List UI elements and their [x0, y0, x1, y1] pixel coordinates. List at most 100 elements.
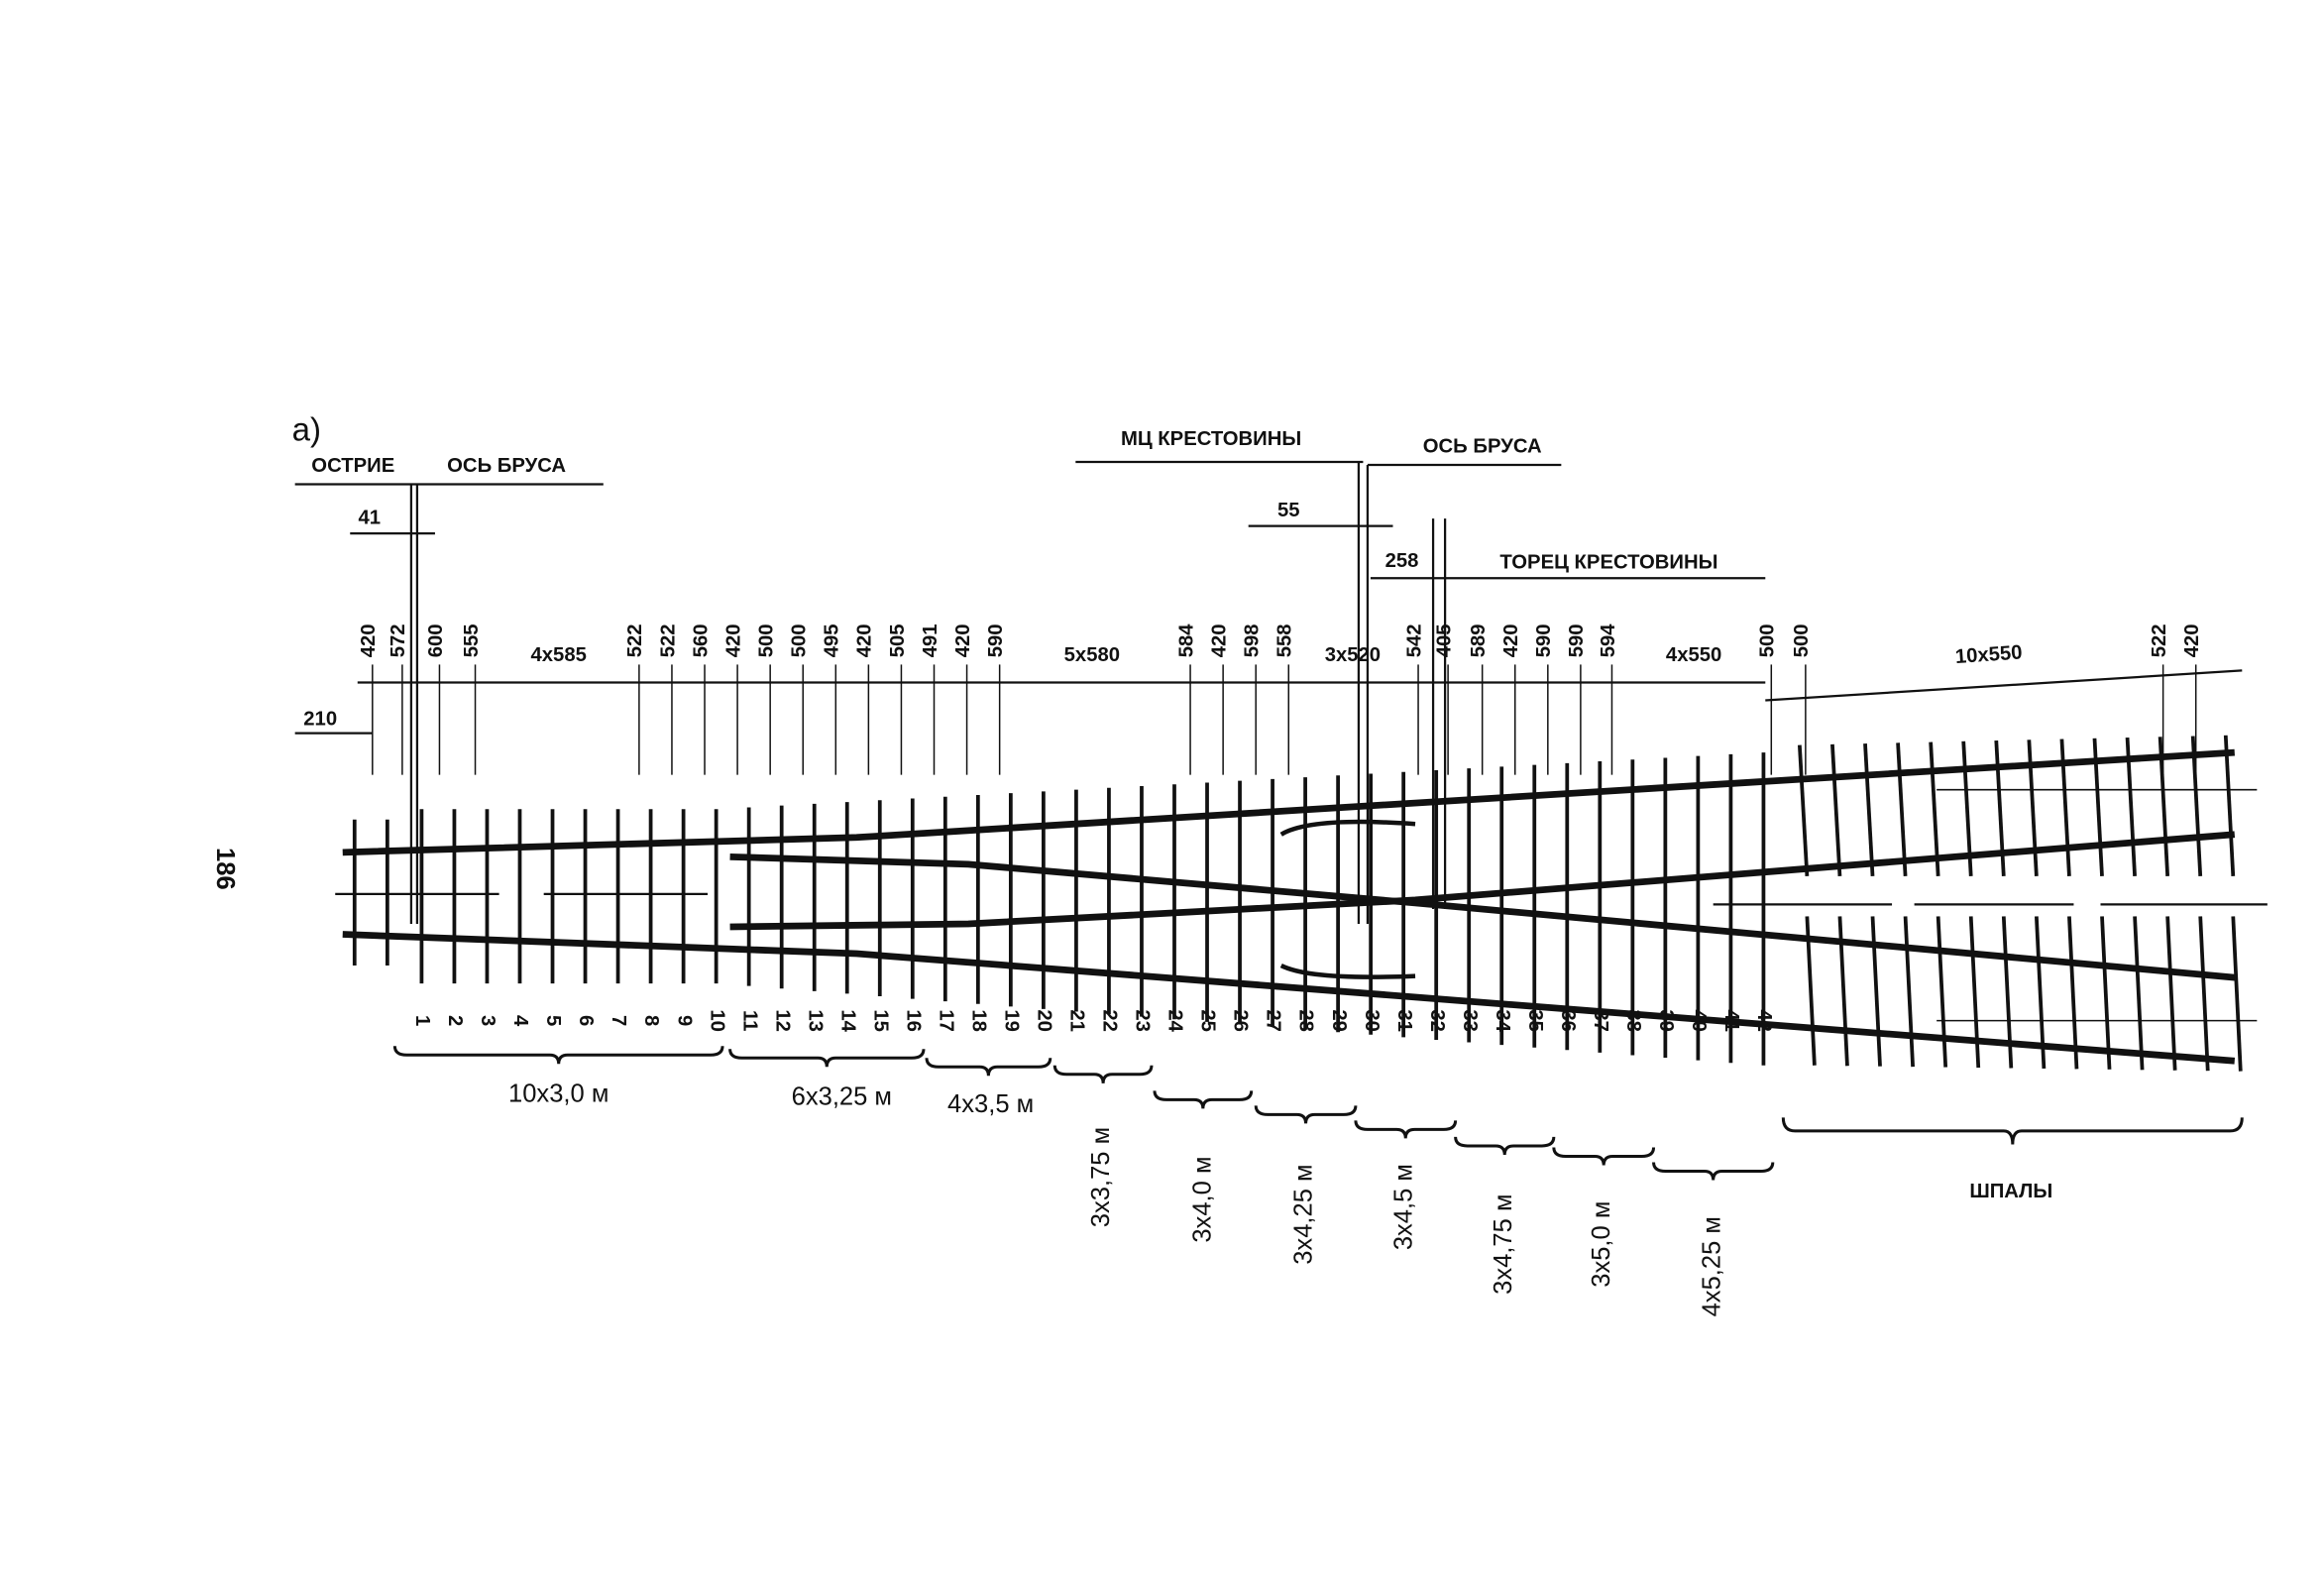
sleeper [2165, 916, 2177, 1071]
tie-number: 6 [575, 1015, 597, 1026]
tie-number: 26 [1230, 1009, 1252, 1032]
tie-group-label: 4х3,5 м [947, 1090, 1034, 1118]
tie-number: 25 [1197, 1009, 1219, 1032]
tie-number: 1 [411, 1015, 433, 1026]
sleeper [1968, 916, 1981, 1069]
tie-number: 28 [1295, 1009, 1317, 1032]
tie-number: 33 [1459, 1009, 1481, 1032]
rails [342, 748, 2236, 1065]
dimension-label: 505 [887, 624, 909, 657]
page-number: 186 [211, 848, 239, 890]
dimension-label: 598 [1242, 624, 1264, 657]
tie-number: 40 [1688, 1009, 1710, 1032]
annotation: ТОРЕЦ КРЕСТОВИНЫ [1499, 552, 1717, 574]
sleeper [1903, 916, 1915, 1068]
dimension-label: 542 [1403, 624, 1425, 657]
brace [392, 1046, 724, 1065]
tie-number: 9 [673, 1015, 695, 1026]
brace [728, 1049, 926, 1068]
tie-number: 17 [935, 1009, 956, 1032]
rail [342, 931, 2236, 1065]
dimension-label: 500 [1757, 624, 1779, 657]
sleeper [1870, 916, 1882, 1067]
tie-group-label: 3х4,0 м [1188, 1156, 1216, 1242]
tie-number: 27 [1263, 1009, 1284, 1032]
rail [729, 831, 2236, 931]
tie-number: 7 [608, 1015, 629, 1026]
sleeper [2223, 735, 2236, 876]
sleeper [1929, 741, 1940, 876]
dimension-label: 558 [1274, 624, 1296, 657]
annotation: ОСЬ БРУСА [1423, 435, 1542, 457]
tie-number: 30 [1361, 1009, 1383, 1032]
annotation: ОСЬ БРУСА [447, 455, 566, 477]
tie-number: 37 [1590, 1009, 1611, 1032]
sleeper [2100, 916, 2112, 1070]
tie-number: 23 [1132, 1009, 1154, 1032]
offset-label: 258 [1385, 550, 1419, 572]
dimension-label: 405 [1433, 624, 1455, 657]
dimension-label: 555 [461, 624, 483, 657]
dimension-label: 500 [756, 624, 778, 657]
sleeper [2198, 916, 2210, 1072]
sleeper [1936, 916, 1948, 1068]
dimension-label: 3х520 [1325, 644, 1381, 666]
dimension-label: 522 [657, 624, 679, 657]
sleeper [2231, 916, 2243, 1072]
dimension-label: 420 [854, 624, 876, 657]
brace [1552, 1147, 1656, 1166]
dimension-label: 522 [624, 624, 646, 657]
tie-number: 13 [804, 1009, 826, 1032]
tie-group-label: 6х3,25 м [792, 1083, 892, 1111]
dimension-label: 589 [1468, 624, 1490, 657]
offset-label: 41 [359, 507, 382, 528]
tie-number: 15 [869, 1009, 891, 1032]
sleeper [2027, 739, 2039, 876]
tie-group-label: 3х4,75 м [1490, 1194, 1517, 1294]
tie-number: 24 [1164, 1009, 1186, 1032]
tie-number: 31 [1393, 1009, 1415, 1032]
tie-number: 39 [1655, 1009, 1677, 1032]
brace [925, 1058, 1052, 1077]
tie-number: 41 [1720, 1009, 1742, 1032]
tie-number: 3 [477, 1015, 498, 1026]
dimension-label: 584 [1175, 624, 1197, 658]
brace [1153, 1090, 1254, 1109]
guard-rail [1279, 964, 1416, 979]
rail [342, 748, 2235, 856]
tie-number: 5 [542, 1015, 564, 1026]
dimension-label: 420 [358, 624, 380, 657]
tie-number: 8 [640, 1015, 662, 1026]
tie-group-label: 4х5,25 м [1698, 1216, 1725, 1316]
dimension-label: 491 [920, 624, 941, 657]
tie-number: 20 [1034, 1009, 1055, 1032]
tie-number: 2 [444, 1015, 466, 1026]
dimension-label: 4х550 [1666, 644, 1721, 666]
tie-group-label: 10х3,0 м [508, 1080, 609, 1108]
tie-number: 14 [836, 1009, 858, 1032]
dimension-label: 420 [2181, 624, 2203, 657]
tie-number: 18 [967, 1009, 989, 1032]
tie-number: 11 [738, 1010, 760, 1031]
dimension-label: 420 [1500, 624, 1522, 657]
sleeper [1830, 743, 1842, 876]
dimension-label: 590 [1566, 624, 1588, 657]
guard-rail [1279, 819, 1416, 837]
dimension-label: 500 [789, 624, 811, 657]
tie-number: 36 [1557, 1009, 1579, 1032]
sleeper [2190, 736, 2203, 876]
sleepers-label: ШПАЛЫ [1969, 1181, 2052, 1202]
dimension-line [1765, 669, 2243, 702]
tie-number: 35 [1524, 1009, 1546, 1032]
brace [1781, 1117, 2244, 1145]
offset-label: 55 [1277, 500, 1300, 521]
sleeper [1797, 744, 1810, 876]
tie-group-label: 3х3,75 м [1087, 1127, 1115, 1227]
dimension-label: 560 [690, 624, 712, 657]
sleeper [2133, 916, 2145, 1071]
dimension-label: 522 [2149, 624, 2170, 657]
offset-label: 210 [303, 708, 337, 730]
rail [729, 853, 2236, 981]
